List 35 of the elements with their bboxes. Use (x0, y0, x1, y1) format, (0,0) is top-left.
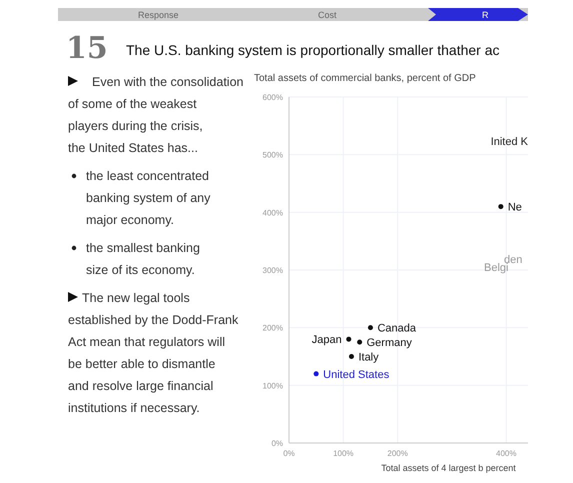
point (348, 354, 354, 359)
text: 15 (66, 31, 108, 66)
data-label: Italy (358, 352, 380, 364)
text: the smallest banking size of its economy. (86, 241, 200, 277)
annotation: Inited K (490, 136, 529, 148)
y-axis-title: Total assets of commercial banks, percent of GDP (254, 73, 476, 84)
text: the least concentrated banking system of any major economy. (86, 169, 212, 227)
text: Even with the consolidation of some of the weakest players during the crisis, the United States has... (68, 75, 244, 155)
point (498, 204, 504, 210)
x-tick-label: 400% (496, 449, 517, 458)
point (357, 340, 362, 345)
y-tick-label: 300% (262, 266, 283, 275)
data-label: United States (323, 368, 390, 381)
point (368, 325, 373, 330)
text: Response (138, 10, 179, 20)
y-tick-label: 600% (262, 93, 283, 102)
y-tick-label: 0% (271, 439, 283, 448)
x-tick-label: 100% (333, 449, 354, 458)
x-tick-label: 200% (387, 449, 408, 458)
text: R (482, 10, 489, 20)
x-axis-title: Total assets of 4 largest b percent (381, 463, 516, 473)
y-tick-label: 100% (262, 381, 283, 390)
y-tick-label: 200% (262, 324, 283, 333)
y-tick-label: 400% (262, 208, 283, 218)
data-label: Ne (508, 202, 522, 214)
x-tick-label: 0% (283, 449, 295, 458)
y-tick-label: 500% (262, 150, 283, 160)
point (314, 371, 319, 376)
data-label: Canada (377, 322, 417, 335)
point (346, 336, 352, 342)
data-label: Germany (366, 337, 412, 350)
data-label: Japan (312, 334, 342, 346)
text: Cost (318, 10, 338, 20)
text: The new legal tools established by the Dodd-Frank Act mean that regulators will be better able to dismantle and resolve large financial institutions if necessary. (68, 291, 239, 415)
chart-title: The U.S. banking system is proportionally smaller thather ac (126, 42, 500, 58)
